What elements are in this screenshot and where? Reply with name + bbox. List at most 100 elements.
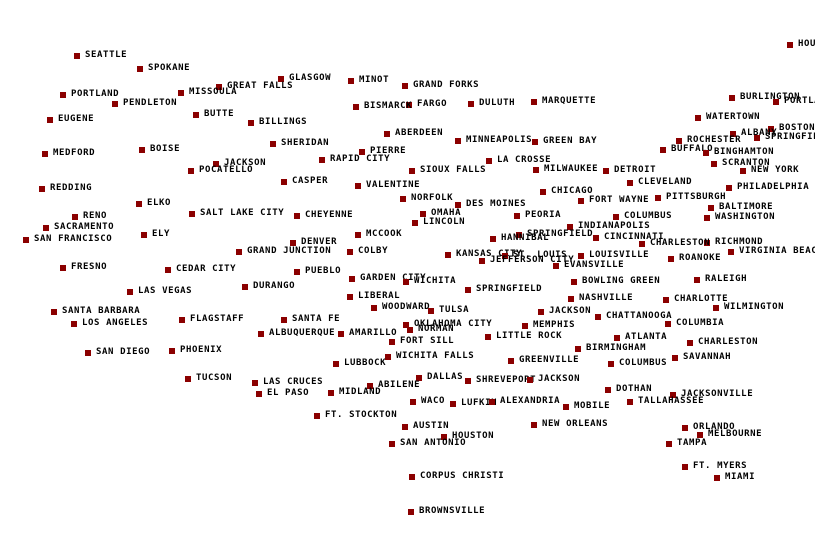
city-marker-icon — [347, 248, 353, 255]
city-label: BIRMINGHAM — [586, 343, 647, 353]
city-minneapolis: MINNEAPOLIS — [455, 136, 532, 145]
city-label: GREAT FALLS — [227, 81, 294, 91]
city-marker-icon — [479, 257, 485, 264]
city-marker-icon — [281, 178, 287, 185]
city-marker-icon — [553, 262, 559, 269]
city-marker-icon — [188, 167, 194, 174]
city-valentine: VALENTINE — [355, 181, 420, 190]
city-label: LOUISVILLE — [589, 250, 650, 260]
city-label: HOUSTON — [452, 431, 495, 441]
city-label: MISSOULA — [189, 87, 238, 97]
city-label: VIRGINIA BEACH — [739, 246, 815, 256]
city-chicago: CHICAGO — [540, 187, 593, 196]
city-marker-icon — [242, 283, 248, 290]
city-springfield: SPRINGFIELD — [516, 230, 593, 239]
city-norfolk: NORFOLK — [400, 194, 453, 203]
city-label: SALT LAKE CITY — [200, 208, 285, 218]
city-boston: BOSTON — [768, 124, 815, 133]
city-label: WASHINGTON — [715, 212, 776, 222]
city-philadelphia: PHILADELPHIA — [726, 183, 809, 192]
city-rapid-city: RAPID CITY — [319, 155, 390, 164]
city-label: MIDLAND — [339, 387, 382, 397]
city-abilene: ABILENE — [367, 381, 420, 390]
city-label: BOSTON — [779, 123, 815, 133]
city-elko: ELKO — [136, 199, 171, 208]
city-label: SEATTLE — [85, 50, 128, 60]
city-wichita-falls: WICHITA FALLS — [385, 352, 474, 361]
city-garden-city: GARDEN CITY — [349, 274, 426, 283]
city-melbourne: MELBOURNE — [697, 430, 762, 439]
city-label: SAN ANTONIO — [400, 438, 467, 448]
city-label: PEORIA — [525, 210, 562, 220]
city-label: SCRANTON — [722, 158, 771, 168]
city-bowling-green: BOWLING GREEN — [571, 277, 660, 286]
city-portland: PORTLAND — [773, 97, 815, 106]
city-cheyenne: CHEYENNE — [294, 211, 353, 220]
city-richmond: RICHMOND — [704, 238, 763, 247]
city-label: COLUMBUS — [619, 358, 668, 368]
city-marker-icon — [571, 278, 577, 285]
city-marker-icon — [522, 322, 528, 329]
city-marker-icon — [402, 82, 408, 89]
city-jacksonville: JACKSONVILLE — [670, 390, 753, 399]
city-phoenix: PHOENIX — [169, 346, 222, 355]
city-label: MARQUETTE — [542, 96, 597, 106]
city-marker-icon — [294, 268, 300, 275]
city-marker-icon — [695, 114, 701, 121]
city-label: COLBY — [358, 246, 389, 256]
city-marker-icon — [23, 236, 29, 243]
city-jefferson-city: JEFFERSON CITY — [479, 256, 574, 265]
city-des-moines: DES MOINES — [455, 200, 526, 209]
city-flagstaff: FLAGSTAFF — [179, 315, 244, 324]
city-chattanooga: CHATTANOOGA — [595, 312, 672, 321]
city-label: GREENVILLE — [519, 355, 580, 365]
city-casper: CASPER — [281, 177, 328, 186]
city-marker-icon — [141, 231, 147, 238]
city-label: SIOUX FALLS — [420, 165, 487, 175]
city-marker-icon — [605, 386, 611, 393]
city-label: AMARILLO — [349, 328, 398, 338]
city-scranton: SCRANTON — [711, 159, 770, 168]
city-marker-icon — [787, 41, 793, 48]
city-marker-icon — [47, 116, 53, 123]
city-label: JACKSONVILLE — [681, 389, 754, 399]
city-rochester: ROCHESTER — [676, 136, 741, 145]
city-label: FT. MYERS — [693, 461, 748, 471]
city-marker-icon — [248, 119, 254, 126]
city-label: TULSA — [439, 305, 470, 315]
city-label: GARDEN CITY — [360, 273, 427, 283]
city-brownsville: BROWNSVILLE — [408, 507, 485, 516]
city-label: BINGHAMTON — [714, 147, 775, 157]
city-marker-icon — [670, 391, 676, 398]
city-marker-icon — [136, 200, 142, 207]
city-washington: WASHINGTON — [704, 213, 775, 222]
city-label: LAS CRUCES — [263, 377, 324, 387]
city-san-antonio: SAN ANTONIO — [389, 439, 466, 448]
city-las-vegas: LAS VEGAS — [127, 287, 192, 296]
city-label: PUEBLO — [305, 266, 342, 276]
city-label: LITTLE ROCK — [496, 331, 563, 341]
city-label: WACO — [421, 396, 446, 406]
city-label: GLASGOW — [289, 73, 332, 83]
city-st-louis: ST. LOUIS — [502, 251, 567, 260]
city-label: WOODWARD — [382, 302, 431, 312]
city-cedar-city: CEDAR CITY — [165, 265, 236, 274]
city-label: JACKSON — [224, 158, 267, 168]
city-pierre: PIERRE — [359, 147, 406, 156]
city-label: LAS VEGAS — [138, 286, 193, 296]
city-label: ALBUQUERQUE — [269, 328, 336, 338]
city-label: GRAND JUNCTION — [247, 246, 332, 256]
city-bismarck: BISMARCK — [353, 102, 412, 111]
city-raleigh: RALEIGH — [694, 275, 747, 284]
city-marker-icon — [668, 255, 674, 262]
city-label: CEDAR CITY — [176, 264, 237, 274]
city-marker-icon — [252, 379, 258, 386]
city-label: NORFOLK — [411, 193, 454, 203]
city-marker-icon — [729, 94, 735, 101]
city-label: SPRINGFIELD — [765, 132, 815, 142]
city-label: ROCHESTER — [687, 135, 742, 145]
city-reno: RENO — [72, 212, 107, 221]
city-label: WATERTOWN — [706, 112, 761, 122]
city-marker-icon — [627, 398, 633, 405]
city-label: FORT WAYNE — [589, 195, 650, 205]
